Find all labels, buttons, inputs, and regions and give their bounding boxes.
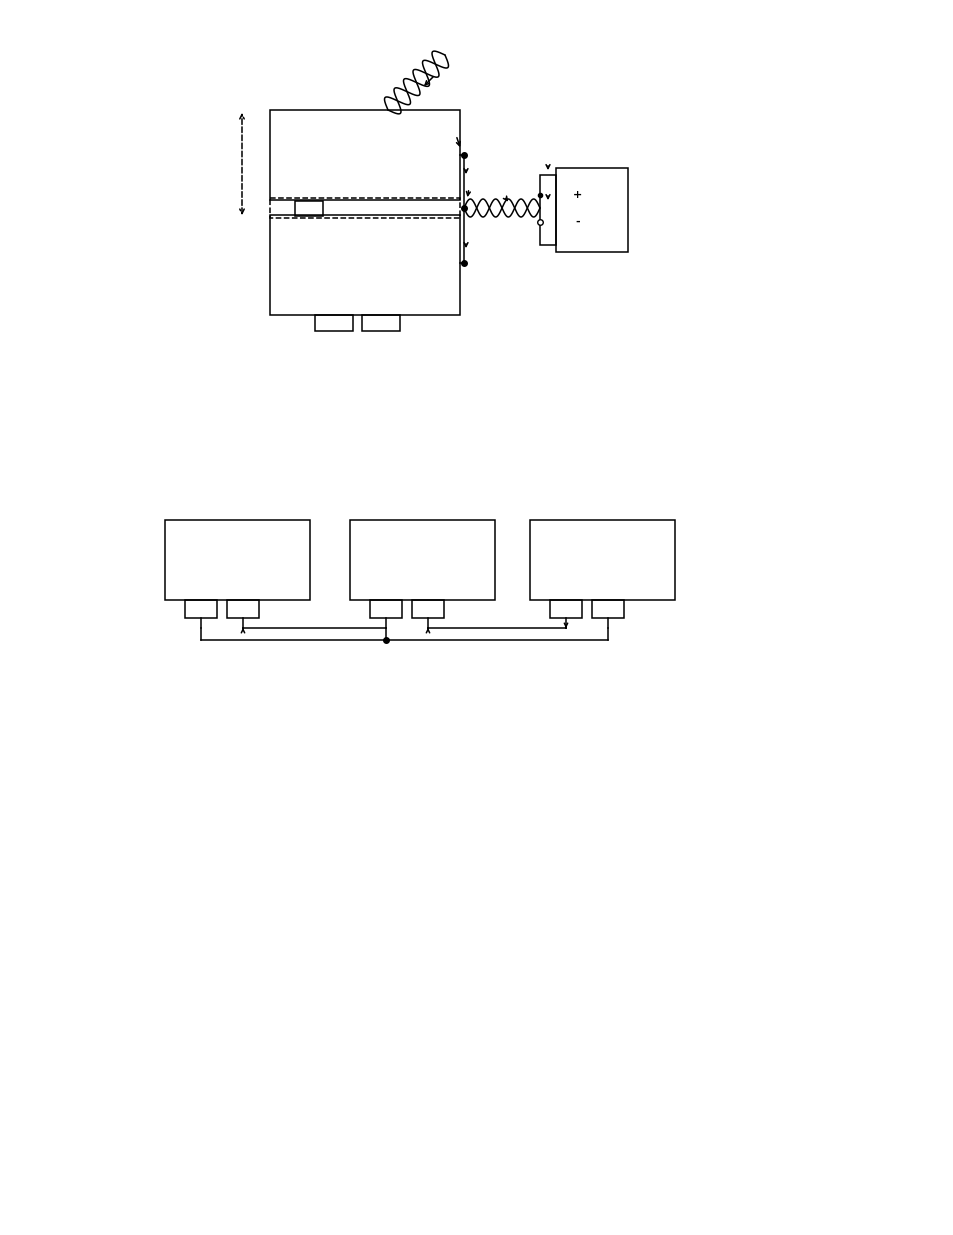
Bar	[270, 215, 459, 315]
Bar	[185, 600, 216, 618]
Bar	[270, 198, 459, 219]
Bar	[165, 520, 310, 600]
Bar	[361, 315, 399, 331]
Bar	[530, 520, 675, 600]
Bar	[412, 600, 443, 618]
Text: -: -	[575, 217, 579, 227]
Bar	[556, 168, 627, 252]
Bar	[227, 600, 258, 618]
Bar	[294, 201, 323, 216]
Bar	[350, 520, 495, 600]
Bar	[314, 315, 353, 331]
Text: +: +	[573, 190, 582, 200]
Bar	[270, 110, 459, 200]
Bar	[370, 600, 401, 618]
Bar	[592, 600, 623, 618]
Bar	[539, 175, 556, 245]
Bar	[550, 600, 581, 618]
